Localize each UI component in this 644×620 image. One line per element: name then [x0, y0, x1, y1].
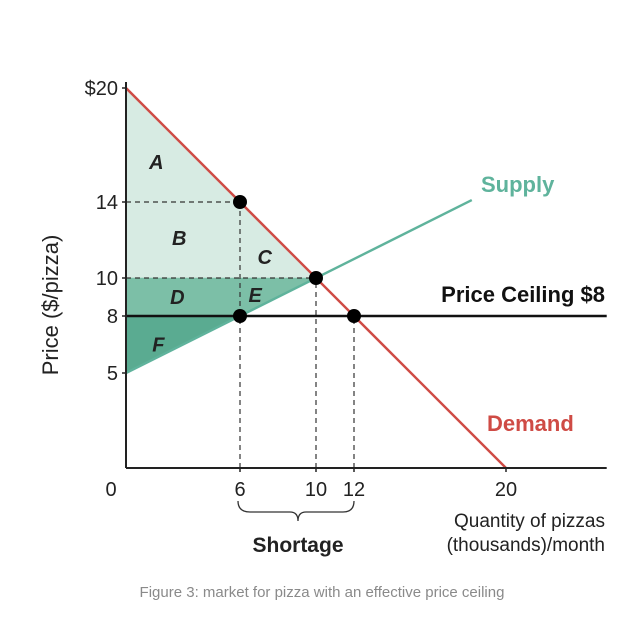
supply-curve: [125, 199, 473, 375]
shortage-label: Shortage: [252, 534, 343, 557]
y-axis-title: Price ($/pizza): [38, 235, 63, 376]
price-ceiling-chart: 5 8 10 14 $20 6 10 12 20 Price ($/pizza) 0 Quant…: [38, 78, 607, 557]
surplus-regions: [125, 87, 317, 374]
region-label-b: B: [172, 228, 186, 250]
region-label-d: D: [170, 287, 184, 309]
demand-label: Demand: [487, 411, 574, 436]
axes: 5 8 10 14 $20 6 10 12 20: [85, 78, 607, 501]
marker-point-0: [233, 195, 247, 209]
region-label-c: C: [257, 247, 272, 269]
origin-label: 0: [105, 479, 116, 501]
shortage-brace: [237, 500, 355, 522]
y-tick-label-10: 10: [96, 268, 118, 290]
x-axis-title-line2: (thousands)/month: [447, 535, 605, 556]
price-ceiling-label: Price Ceiling $8: [441, 282, 605, 307]
region-label-f: F: [152, 335, 165, 357]
marker-point-3: [347, 309, 361, 323]
region-label-e: E: [249, 285, 263, 307]
y-tick-label-20: $20: [85, 78, 118, 100]
x-axis-title-line1: Quantity of pizzas: [454, 511, 605, 532]
marker-point-2: [233, 309, 247, 323]
x-tick-label-6: 6: [234, 479, 245, 501]
dashed-guides: [126, 201, 355, 468]
x-tick-label-12: 12: [343, 479, 365, 501]
x-tick-label-20: 20: [495, 479, 517, 501]
figure-caption: Figure 3: market for pizza with an effec…: [139, 584, 505, 601]
y-tick-label-8: 8: [107, 306, 118, 328]
chart-labels: Price ($/pizza) 0 Quantity of pizzas (th…: [38, 152, 605, 557]
y-tick-label-14: 14: [96, 192, 118, 214]
x-tick-label-10: 10: [305, 479, 327, 501]
y-tick-label-5: 5: [107, 363, 118, 385]
region-label-a: A: [148, 152, 163, 174]
equilibrium-markers: [233, 195, 361, 323]
marker-point-1: [309, 271, 323, 285]
supply-label: Supply: [481, 172, 555, 197]
